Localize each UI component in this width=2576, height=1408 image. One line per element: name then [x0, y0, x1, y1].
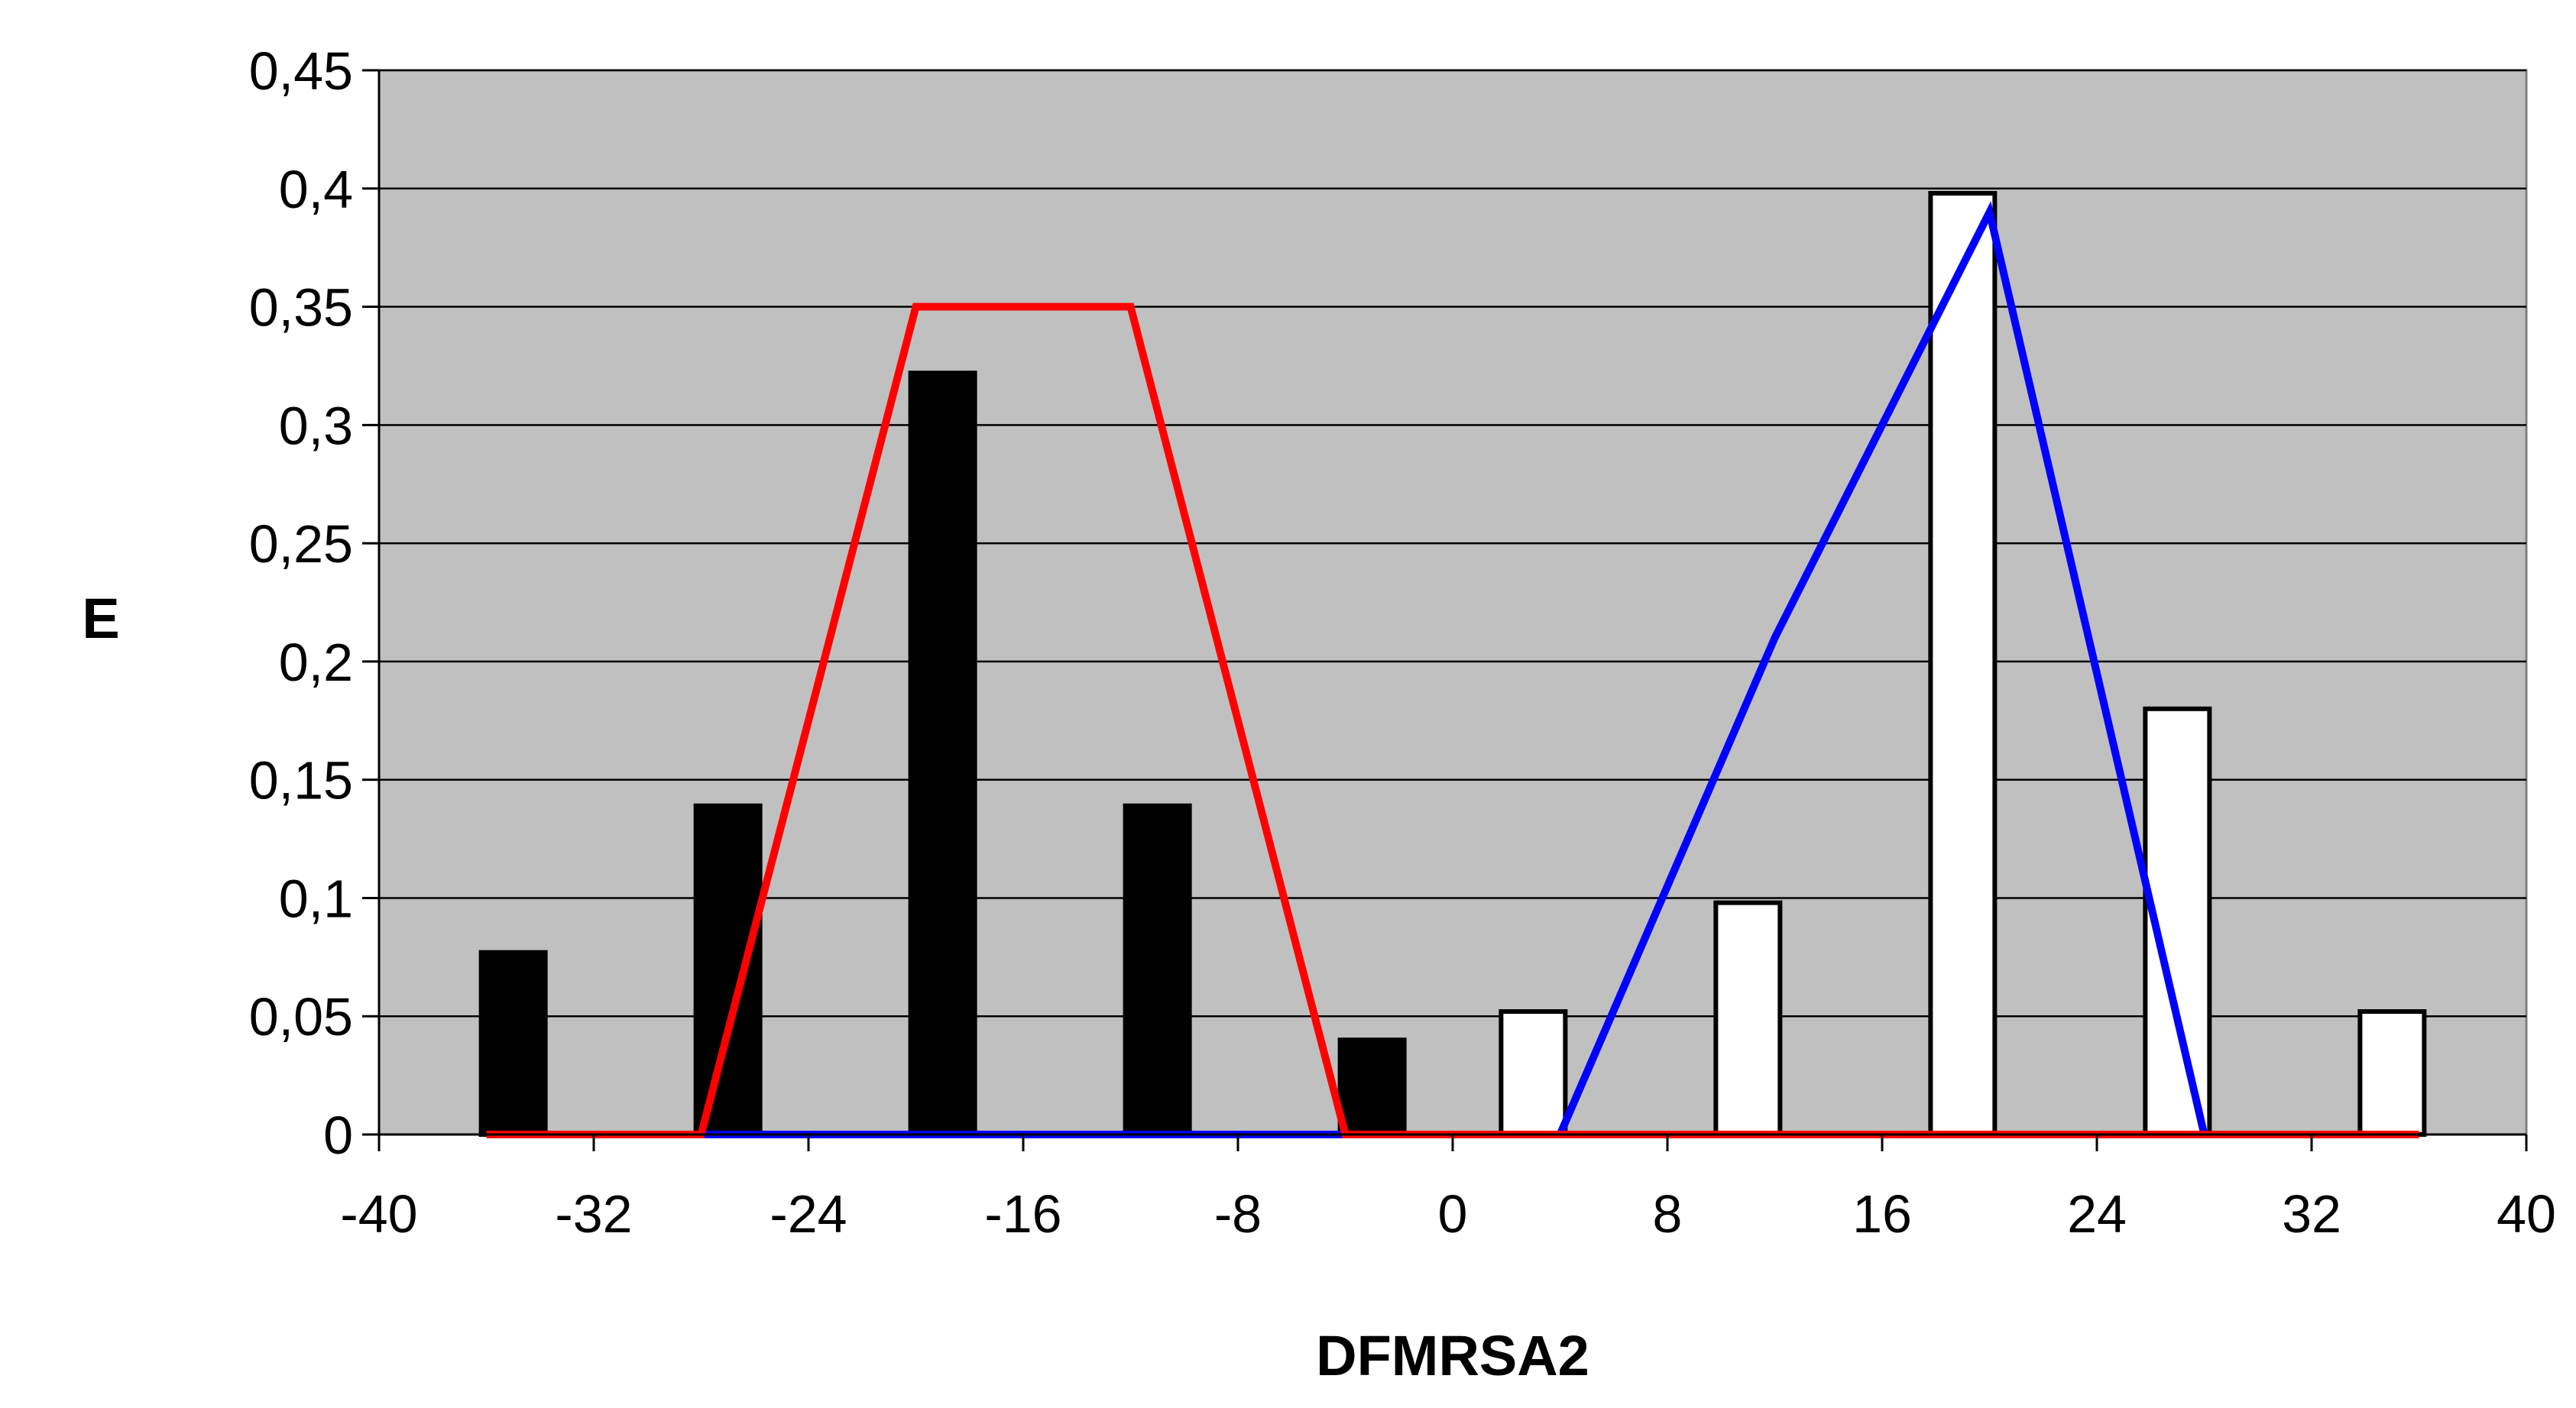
bar-black [478, 950, 548, 1137]
y-tick-label: 0,25 [249, 514, 353, 574]
x-tick-label: 32 [2282, 1184, 2341, 1244]
bar-black [1123, 803, 1192, 1137]
y-axis-title: E [82, 587, 119, 650]
y-tick-label: 0,35 [249, 278, 353, 338]
x-tick-label: -16 [984, 1184, 1061, 1244]
y-tick-label: 0,05 [249, 987, 353, 1047]
y-tick-labels: 0 0,05 0,1 0,15 0,2 0,25 0,3 0,35 0,4 0,45 [249, 41, 353, 1165]
y-tick-label: 0,4 [279, 160, 353, 219]
bar-black [908, 371, 977, 1137]
x-tick-label: -40 [340, 1184, 417, 1244]
y-tick-label: 0,2 [279, 633, 353, 692]
y-tick-label: 0,1 [279, 869, 353, 928]
axes [362, 69, 2528, 1151]
bar-white [1928, 190, 1998, 1138]
x-tick-label: 8 [1653, 1184, 1683, 1244]
x-tick-label: 16 [1852, 1184, 1912, 1244]
y-tick-label: 0,15 [249, 751, 353, 811]
x-tick-label: -8 [1214, 1184, 1262, 1244]
bar-white [2357, 1009, 2427, 1138]
bar-black [693, 803, 763, 1137]
bars [478, 190, 2427, 1138]
bar-black [1337, 1037, 1407, 1137]
x-tick-label: -32 [555, 1184, 632, 1244]
x-tick-label: 24 [2067, 1184, 2127, 1244]
x-tick-label: 40 [2497, 1184, 2556, 1244]
x-axis-title: DFMRSA2 [1316, 1324, 1589, 1387]
x-tick-label: 0 [1438, 1184, 1468, 1244]
x-tick-labels: -40 -32 -24 -16 -8 0 8 16 24 32 40 [340, 1184, 2556, 1244]
x-tick-label: -24 [770, 1184, 847, 1244]
y-tick-label: 0 [323, 1105, 353, 1165]
bar-white [1499, 1009, 1568, 1138]
bar-white [1713, 900, 1783, 1137]
y-tick-label: 0,45 [249, 41, 353, 101]
y-tick-label: 0,3 [279, 396, 353, 455]
